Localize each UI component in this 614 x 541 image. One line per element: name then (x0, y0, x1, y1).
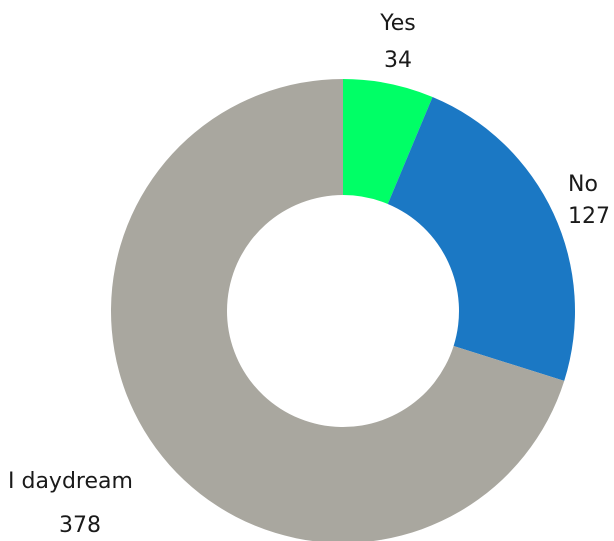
slice-no (387, 96, 575, 381)
slice-value-no: 127 (568, 204, 610, 229)
slice-label-i-daydream: I daydream (8, 469, 133, 494)
slice-i-daydream (111, 79, 565, 541)
slice-label-no: No (568, 172, 598, 197)
donut-slices (111, 79, 575, 541)
slice-label-yes: Yes (379, 11, 416, 36)
slice-value-i-daydream: 378 (59, 513, 101, 538)
slice-yes (343, 79, 433, 204)
slice-value-yes: 34 (384, 48, 412, 73)
